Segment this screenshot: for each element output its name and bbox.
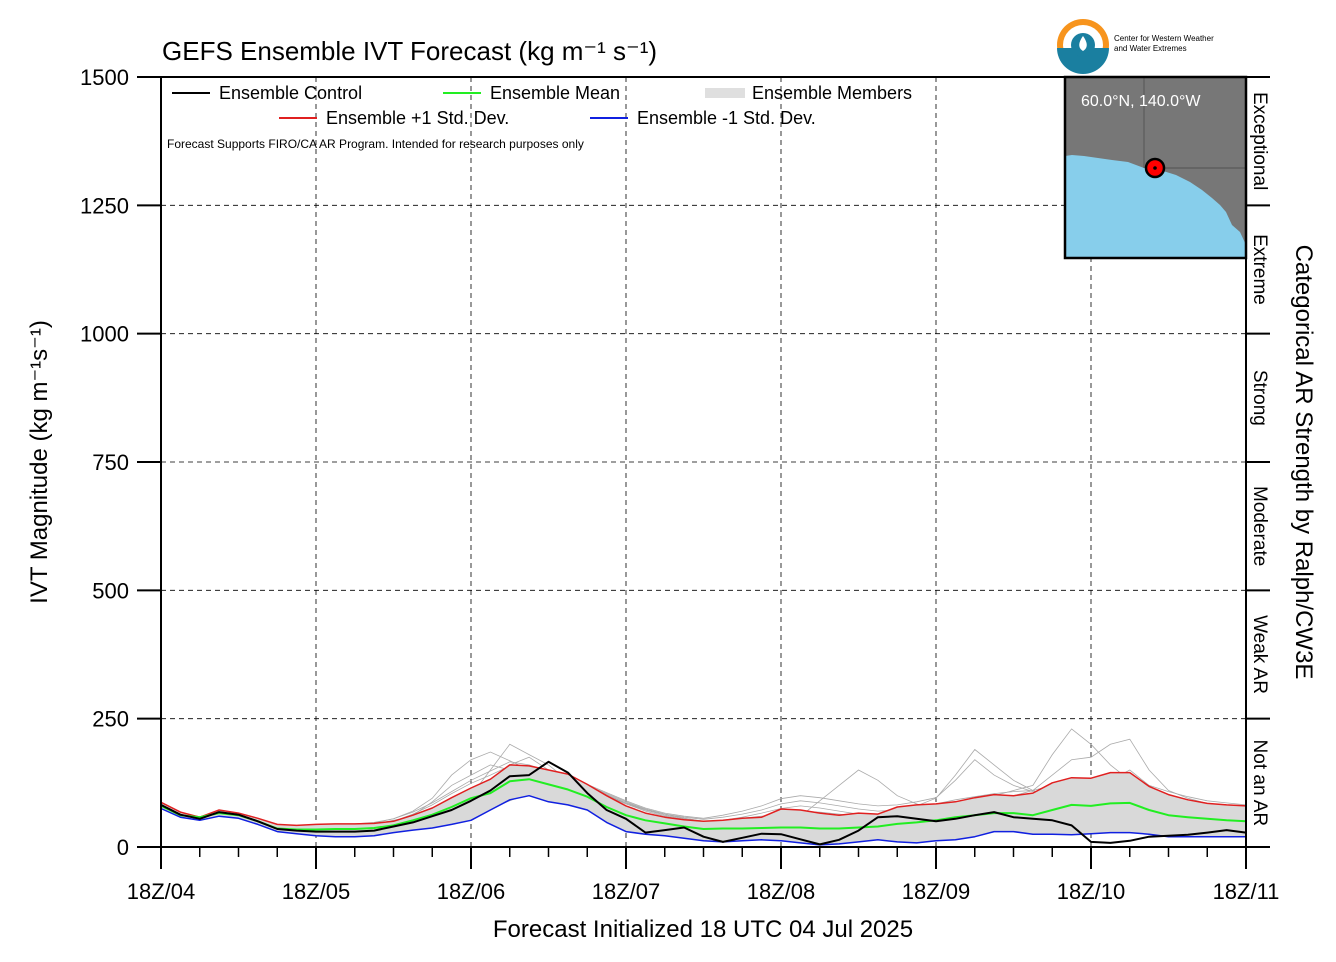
legend-label: Ensemble +1 Std. Dev. xyxy=(326,108,509,128)
category-label: Moderate xyxy=(1249,486,1270,566)
x-tick-label: 18Z/08 xyxy=(747,879,816,904)
inset-map: 60.0°N, 140.0°W xyxy=(1063,75,1248,260)
category-label: Exceptional xyxy=(1249,92,1270,190)
legend-label: Ensemble Mean xyxy=(490,83,620,103)
category-label: Extreme xyxy=(1249,234,1270,305)
x-tick-label: 18Z/11 xyxy=(1213,879,1280,904)
inset-location-label: 60.0°N, 140.0°W xyxy=(1081,93,1201,110)
category-label: Not an AR xyxy=(1249,740,1270,827)
x-tick-label: 18Z/06 xyxy=(437,879,506,904)
x-tick-label: 18Z/09 xyxy=(902,879,971,904)
legend: Ensemble Control Ensemble Mean Ensemble Me… xyxy=(172,83,912,128)
y-axis: 0 250 500 750 1000 1250 1500 xyxy=(80,65,161,860)
series-line-ensemble-control xyxy=(160,760,1247,846)
plot-frame xyxy=(160,76,1247,848)
y-axis-label: IVT Magnitude (kg m⁻¹s⁻¹) xyxy=(26,320,53,604)
x-tick-label: 18Z/07 xyxy=(592,879,661,904)
series-line-ensemble-1-std-dev xyxy=(160,764,1247,827)
std-dev-shading xyxy=(161,764,1246,845)
legend-label: Ensemble -1 Std. Dev. xyxy=(637,108,816,128)
right-axis-label: Categorical AR Strength by Ralph/CW3E xyxy=(1290,245,1317,680)
x-tick-label: 18Z/04 xyxy=(127,879,196,904)
cw3e-logo: Center for Western Weather and Water Ext… xyxy=(1057,19,1214,74)
x-axis-label: Forecast Initialized 18 UTC 04 Jul 2025 xyxy=(493,916,913,943)
y-tick-label: 1250 xyxy=(80,193,129,218)
series-line-ensemble-1-std-dev xyxy=(160,794,1246,846)
research-note: Forecast Supports FIRO/CA AR Program. In… xyxy=(167,137,584,151)
logo-text-line2: and Water Extremes xyxy=(1114,44,1187,53)
y-tick-label: 1500 xyxy=(80,65,129,90)
x-tick-label: 18Z/10 xyxy=(1057,879,1126,904)
x-tick-label: 18Z/05 xyxy=(282,879,351,904)
legend-label: Ensemble Members xyxy=(752,83,912,103)
x-axis: 18Z/04 18Z/05 18Z/06 18Z/07 18Z/08 18Z/09 18Z/… xyxy=(127,847,1280,904)
y-tick-label: 0 xyxy=(117,835,129,860)
series-line-ensemble-mean xyxy=(160,778,1247,831)
y-tick-label: 250 xyxy=(92,707,129,732)
y-tick-label: 750 xyxy=(92,450,129,475)
category-label: Strong xyxy=(1249,370,1270,426)
y-tick-label: 500 xyxy=(92,578,129,603)
legend-label: Ensemble Control xyxy=(219,83,362,103)
std-dev-band xyxy=(161,764,1246,845)
logo-text-line1: Center for Western Weather xyxy=(1114,34,1214,43)
y-tick-label: 1000 xyxy=(80,322,129,347)
series-lines xyxy=(160,760,1247,846)
category-axis: Not an AR Weak AR Moderate Strong Extreme Exc… xyxy=(1246,76,1270,848)
chart-title: GEFS Ensemble IVT Forecast (kg m⁻¹ s⁻¹) xyxy=(162,36,657,66)
category-label: Weak AR xyxy=(1249,615,1270,694)
